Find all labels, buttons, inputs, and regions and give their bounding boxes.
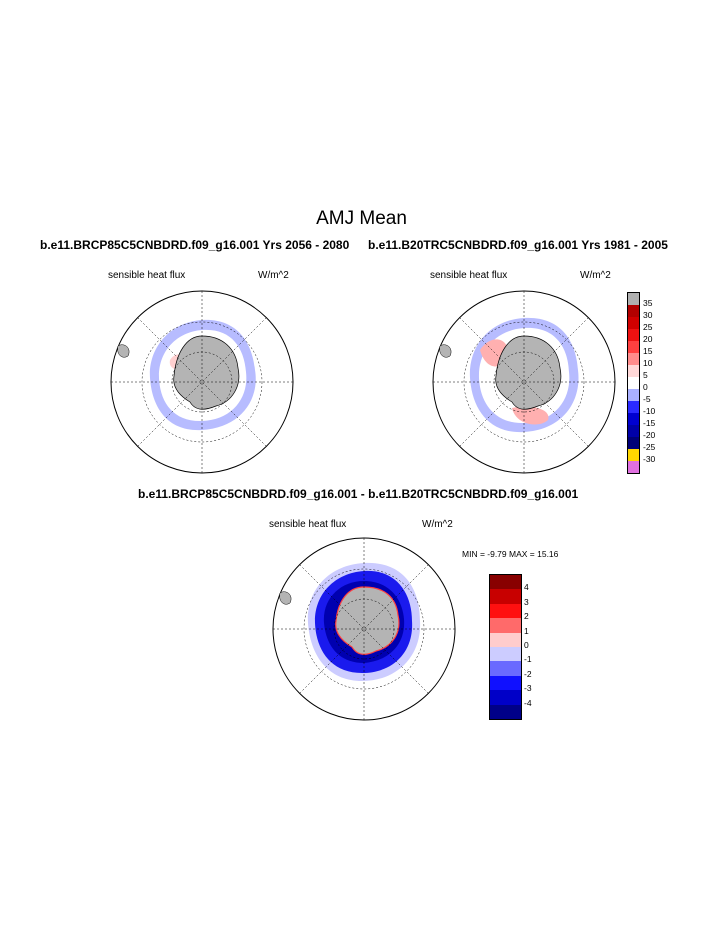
left-case-title: b.e11.BRCP85C5CNBDRD.f09_g16.001 Yrs 205… — [40, 238, 350, 252]
main-colorbar-swatch — [628, 449, 639, 461]
main-colorbar-swatch — [628, 341, 639, 353]
left-polar-map — [110, 290, 294, 474]
main-colorbar — [627, 292, 640, 474]
main-colorbar-swatch — [628, 461, 639, 473]
main-colorbar-swatch — [628, 401, 639, 413]
diff-colorbar-tick-label: -3 — [524, 683, 532, 694]
diff-units-label: W/m^2 — [422, 519, 453, 530]
left-units-label: W/m^2 — [258, 270, 289, 281]
diff-colorbar-swatch — [490, 632, 521, 647]
diff-colorbar-tick-label: 3 — [524, 596, 529, 607]
diff-colorbar-labels: 4 3 2 1 0 -1 -2 -3 -4 — [524, 574, 564, 718]
main-colorbar-tick-label: 30 — [643, 310, 653, 320]
diff-colorbar-swatch — [490, 618, 521, 633]
diff-colorbar-tick-label: 0 — [524, 640, 529, 650]
main-colorbar-swatch — [628, 425, 639, 437]
main-colorbar-swatch — [628, 377, 639, 389]
main-colorbar-swatch — [628, 413, 639, 425]
left-variable-label: sensible heat flux — [108, 270, 186, 281]
main-colorbar-swatch — [628, 353, 639, 365]
main-colorbar-tick-label: -20 — [643, 430, 656, 440]
diff-colorbar-swatch — [490, 589, 521, 604]
right-variable-label: sensible heat flux — [430, 270, 508, 281]
diff-colorbar-swatch — [490, 661, 521, 676]
diff-colorbar-swatch — [490, 704, 521, 719]
diff-colorbar-tick-label: -2 — [524, 668, 532, 679]
main-colorbar-tick-label: 15 — [643, 346, 653, 356]
diff-colorbar-tick-label: 4 — [524, 582, 529, 593]
diff-colorbar-tick-label: -4 — [524, 697, 532, 708]
diff-colorbar-swatch — [490, 675, 521, 691]
main-colorbar-swatch — [628, 437, 639, 449]
main-colorbar-tick-label: -10 — [643, 406, 656, 416]
main-colorbar-tick-label: -5 — [643, 394, 651, 404]
diff-variable-label: sensible heat flux — [269, 519, 347, 530]
main-colorbar-swatch — [628, 317, 639, 329]
diff-colorbar-swatch — [490, 575, 521, 590]
figure-title: AMJ Mean — [316, 208, 407, 229]
main-colorbar-swatch — [628, 389, 639, 401]
main-colorbar-swatch — [628, 365, 639, 377]
main-colorbar-tick-label: 20 — [643, 334, 653, 344]
right-polar-map — [432, 290, 616, 474]
diff-case-title: b.e11.BRCP85C5CNBDRD.f09_g16.001 - b.e11… — [138, 487, 579, 501]
diff-colorbar-tick-label: 1 — [524, 625, 529, 636]
right-case-title: b.e11.B20TRC5CNBDRD.f09_g16.001 Yrs 1981… — [368, 238, 668, 252]
main-colorbar-tick-label: 5 — [643, 370, 648, 380]
main-colorbar-tick-label: -30 — [643, 454, 656, 464]
main-colorbar-swatch — [628, 293, 639, 305]
diff-polar-map — [272, 537, 456, 721]
main-colorbar-tick-label: -15 — [643, 418, 656, 428]
main-colorbar-tick-label: 10 — [643, 358, 653, 368]
diff-minmax: MIN = -9.79 MAX = 15.16 — [462, 549, 559, 559]
diff-colorbar-tick-label: -1 — [524, 654, 532, 665]
main-colorbar-swatch — [628, 329, 639, 341]
diff-colorbar-swatch — [490, 690, 521, 705]
diff-colorbar-swatch — [490, 603, 521, 619]
main-colorbar-tick-label: -25 — [643, 442, 656, 452]
main-colorbar-tick-label: 0 — [643, 382, 648, 392]
main-colorbar-tick-label: 35 — [643, 298, 653, 308]
main-colorbar-tick-label: 25 — [643, 322, 653, 332]
right-units-label: W/m^2 — [580, 270, 611, 281]
main-colorbar-swatch — [628, 305, 639, 317]
diff-colorbar-swatch — [490, 647, 521, 662]
diff-colorbar-tick-label: 2 — [524, 611, 529, 622]
main-colorbar-labels: 35 30 25 20 15 10 5 0 -5 -10 -15 -20 -25 -30 — [643, 292, 683, 472]
diff-colorbar — [489, 574, 522, 720]
